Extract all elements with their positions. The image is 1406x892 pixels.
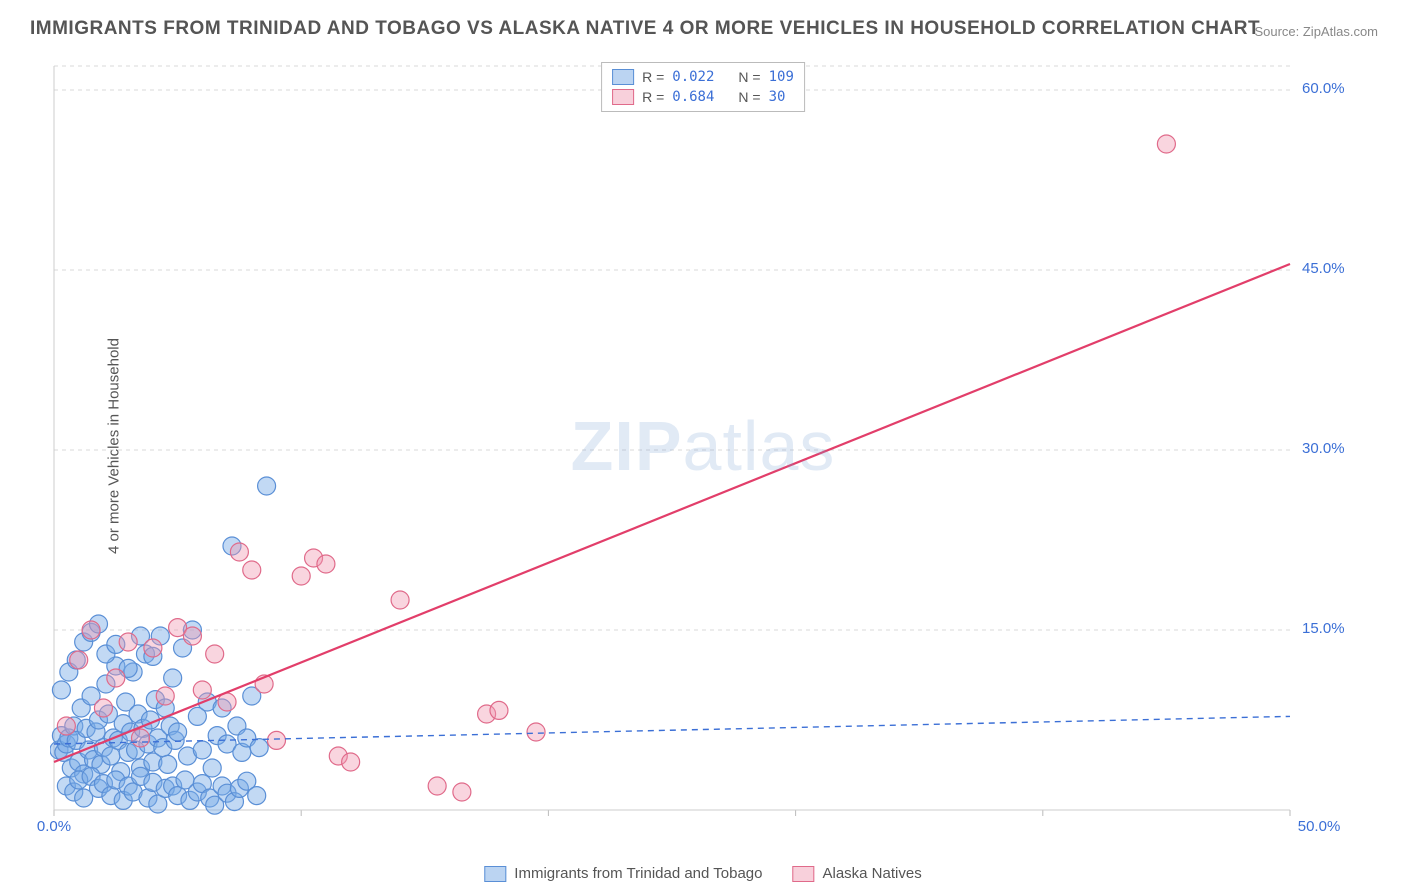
r-value-blue: 0.022 [672, 69, 714, 85]
n-value-blue: 109 [769, 69, 794, 85]
scatter-chart [50, 60, 1360, 840]
y-tick-label: 45.0% [1302, 260, 1345, 277]
x-tick-label: 0.0% [37, 818, 71, 835]
legend-item-blue: Immigrants from Trinidad and Tobago [484, 865, 762, 882]
stats-row-blue: R = 0.022 N = 109 [612, 67, 794, 87]
swatch-blue-icon [612, 69, 634, 85]
y-tick-label: 60.0% [1302, 80, 1345, 97]
legend-label-pink: Alaska Natives [822, 865, 921, 882]
stats-legend: R = 0.022 N = 109 R = 0.684 N = 30 [601, 62, 805, 112]
n-label: N = [738, 89, 760, 105]
chart-title: IMMIGRANTS FROM TRINIDAD AND TOBAGO VS A… [30, 18, 1260, 40]
swatch-blue-icon [484, 866, 506, 882]
stats-row-pink: R = 0.684 N = 30 [612, 87, 794, 107]
source-attribution: Source: ZipAtlas.com [1254, 24, 1378, 39]
x-tick-label: 50.0% [1298, 818, 1341, 835]
r-label: R = [642, 69, 664, 85]
r-label: R = [642, 89, 664, 105]
swatch-pink-icon [612, 89, 634, 105]
swatch-pink-icon [792, 866, 814, 882]
legend-label-blue: Immigrants from Trinidad and Tobago [514, 865, 762, 882]
y-tick-label: 30.0% [1302, 440, 1345, 457]
n-value-pink: 30 [769, 89, 786, 105]
y-tick-label: 15.0% [1302, 620, 1345, 637]
legend-item-pink: Alaska Natives [792, 865, 921, 882]
series-legend: Immigrants from Trinidad and Tobago Alas… [484, 865, 921, 882]
n-label: N = [738, 69, 760, 85]
r-value-pink: 0.684 [672, 89, 714, 105]
